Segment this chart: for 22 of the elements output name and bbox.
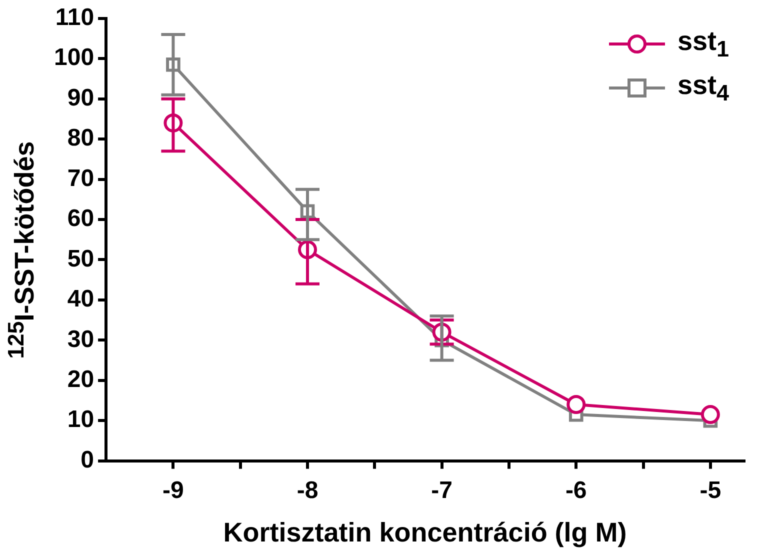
y-tick-label: 40 bbox=[67, 286, 94, 313]
y-tick-label: 50 bbox=[67, 245, 94, 272]
y-tick-label: 60 bbox=[67, 205, 94, 232]
x-tick-label: -9 bbox=[162, 476, 184, 504]
y-tick-label: 80 bbox=[67, 124, 94, 152]
y-tick-label: 30 bbox=[67, 326, 94, 353]
y-tick-label: 70 bbox=[67, 164, 94, 192]
y-tick-label: 110 bbox=[55, 4, 94, 32]
point bbox=[566, 394, 586, 414]
y-tick-label: 10 bbox=[67, 406, 94, 434]
y-tick-label: 90 bbox=[67, 84, 94, 112]
y-tick-label: 0 bbox=[80, 446, 94, 474]
y-tick-label: 100 bbox=[54, 44, 94, 72]
x-tick-label: -6 bbox=[565, 476, 587, 504]
legend-label: sst$_{4}$ bbox=[677, 70, 729, 106]
x-axis-title: Kortisztatin koncentráció (lg M) bbox=[223, 517, 627, 548]
point bbox=[700, 405, 720, 424]
legend-label: sst$_{1}$ bbox=[677, 26, 729, 62]
x-tick-label: -8 bbox=[296, 476, 318, 504]
x-tick-label: -7 bbox=[431, 476, 452, 504]
y-tick-label: 20 bbox=[67, 366, 94, 393]
x-tick-label: -5 bbox=[700, 476, 722, 504]
